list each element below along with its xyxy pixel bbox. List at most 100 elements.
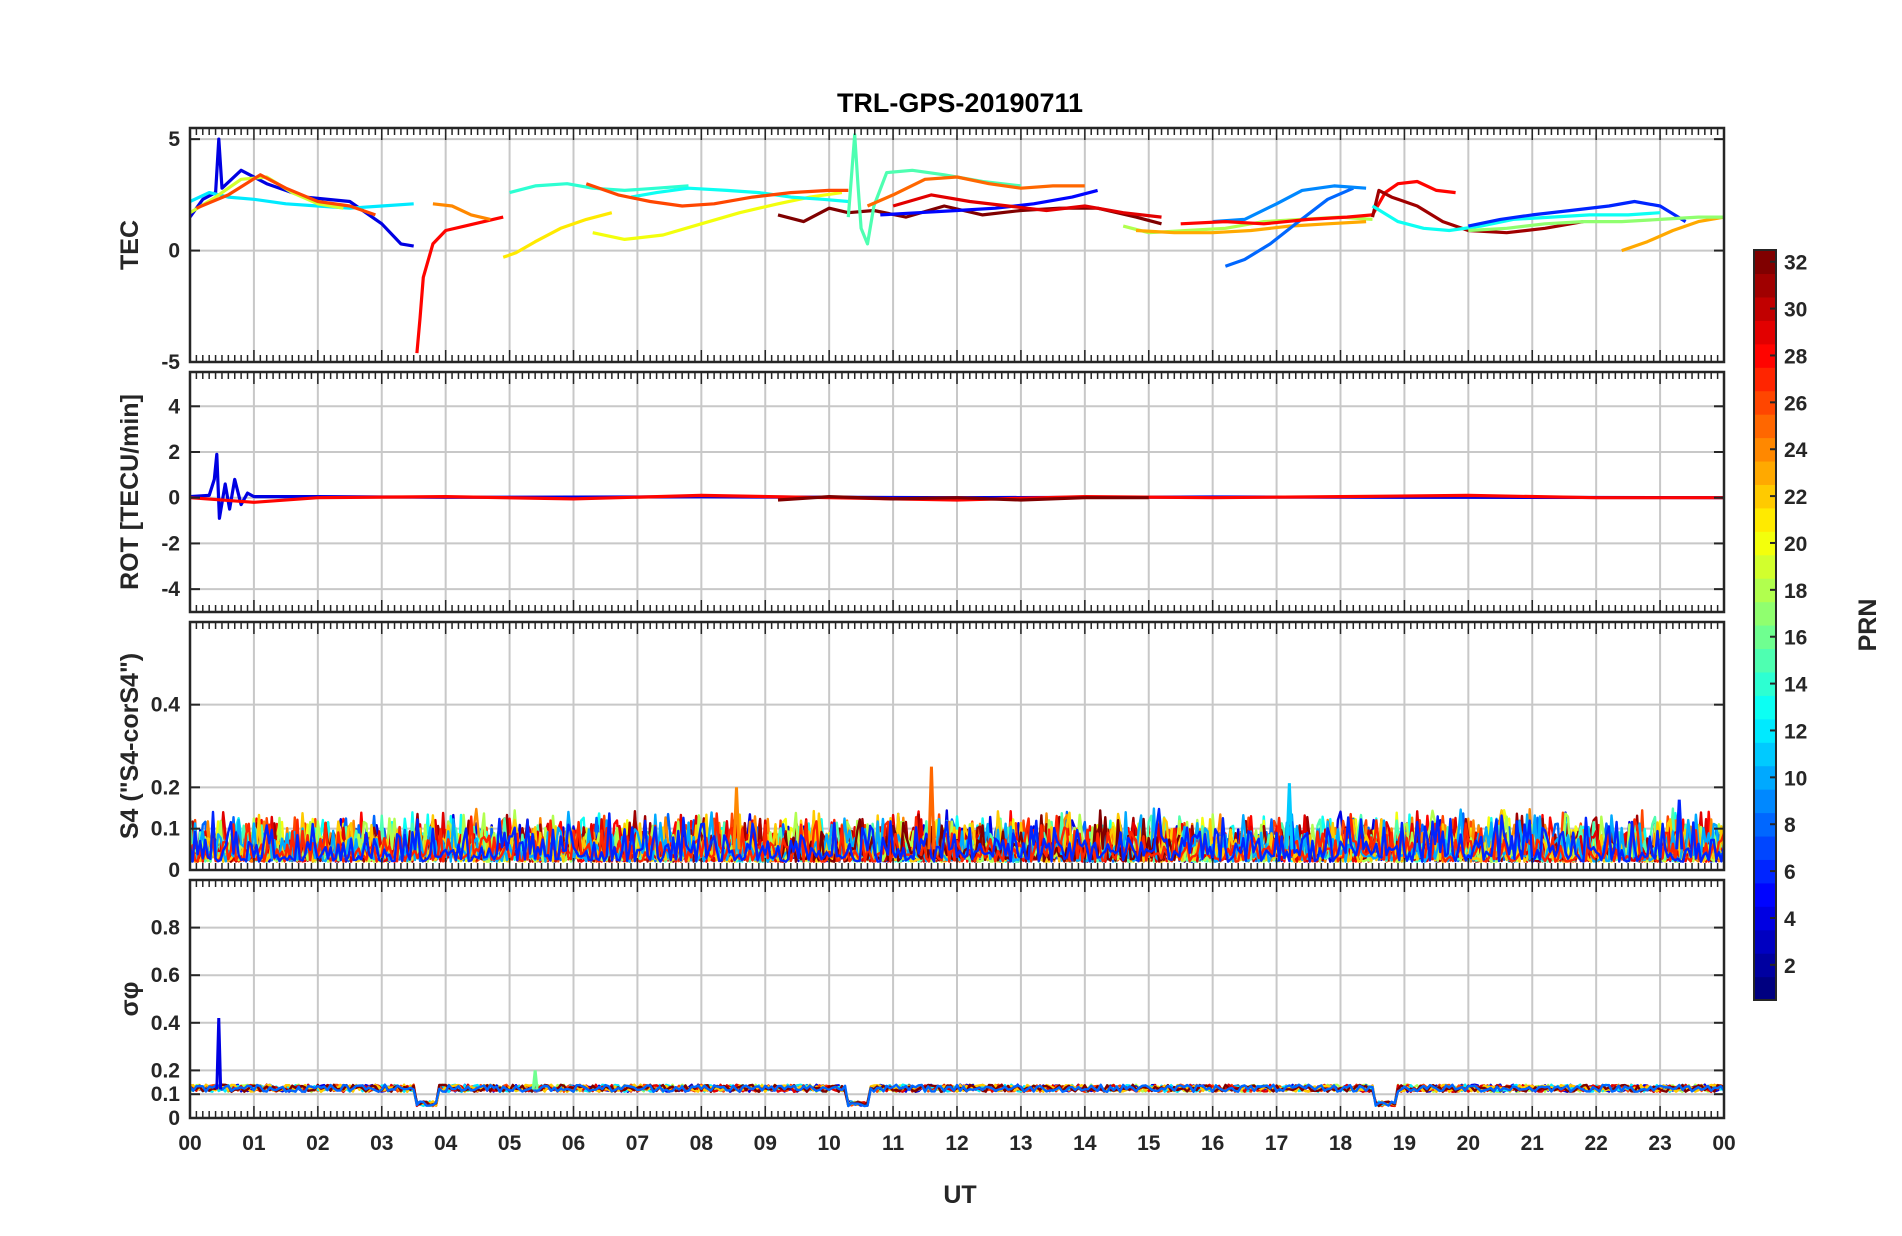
- y-tick-label: 0.1: [151, 1083, 181, 1106]
- y-tick-label: 0: [168, 240, 180, 263]
- series-line-prn-29: [892, 193, 1162, 219]
- colorbar-band: [1754, 367, 1776, 392]
- colorbar-band: [1754, 695, 1776, 720]
- chart-title: TRL-GPS-20190711: [837, 88, 1083, 118]
- colorbar-band: [1754, 296, 1776, 321]
- colorbar-band: [1754, 789, 1776, 814]
- x-tick-label: 13: [1009, 1132, 1032, 1155]
- y-tick-label: 0.4: [151, 1012, 181, 1035]
- y-axis-label: TEC: [116, 220, 144, 270]
- x-tick-label: 06: [562, 1132, 585, 1155]
- colorbar-band: [1754, 390, 1776, 415]
- x-tick-label: 18: [1329, 1132, 1353, 1155]
- x-tick-label: 03: [370, 1132, 393, 1155]
- peak-prn-25: [927, 766, 936, 850]
- x-tick-label: 02: [306, 1132, 329, 1155]
- series-line-prn-26: [585, 182, 849, 208]
- series-line-prn-17: [1468, 215, 1724, 233]
- x-tick-label: 11: [882, 1132, 905, 1155]
- y-tick-label: 0.2: [151, 776, 180, 799]
- y-tick-label: -2: [161, 532, 180, 555]
- series-line-prn-27: [190, 812, 1724, 863]
- y-tick-label: 4: [168, 395, 180, 418]
- y-axis-label: ROT [TECU/min]: [116, 394, 144, 590]
- series-line-prn-25: [866, 175, 1085, 208]
- series-line-prn-32: [777, 495, 1149, 502]
- colorbar-band: [1754, 578, 1776, 603]
- y-tick-label: 0.1: [151, 818, 181, 841]
- y-tick-label: -4: [161, 578, 180, 601]
- y-tick-label: -5: [161, 351, 180, 374]
- colorbar-tick-label: 4: [1784, 908, 1796, 931]
- y-tick-label: 0: [168, 859, 180, 882]
- colorbar-tick-label: 26: [1784, 392, 1807, 415]
- series-line-prn-24: [432, 202, 491, 221]
- series-line-prn-26: [195, 173, 376, 217]
- series-line-prn-13: [630, 186, 849, 204]
- colorbar-band: [1754, 601, 1776, 626]
- x-tick-label: 15: [1137, 1132, 1161, 1155]
- x-tick-label: 19: [1393, 1132, 1416, 1155]
- x-tick-label: 09: [754, 1132, 777, 1155]
- x-tick-label: 00: [1712, 1132, 1735, 1155]
- peak-prn-6: [1675, 799, 1684, 850]
- colorbar-tick-label: 2: [1784, 955, 1796, 978]
- colorbar-band: [1754, 273, 1776, 298]
- series-line-prn-15: [846, 133, 1022, 246]
- panel-1: -5 0 5 TEC: [116, 126, 1726, 374]
- colorbar-tick-label: 18: [1784, 580, 1808, 603]
- series-line-prn-12: [190, 191, 414, 210]
- x-tick-label: 20: [1457, 1132, 1480, 1155]
- colorbar-band: [1754, 929, 1776, 954]
- colorbar-band: [1754, 625, 1776, 650]
- series-line-prn-28: [415, 215, 504, 354]
- colorbar-band: [1754, 531, 1776, 556]
- y-tick-label: 0.6: [151, 964, 180, 987]
- colorbar-band: [1754, 765, 1776, 790]
- x-tick-label: 16: [1201, 1132, 1224, 1155]
- colorbar-band: [1754, 859, 1776, 884]
- series-line-prn-8: [1224, 186, 1354, 268]
- colorbar-band: [1754, 460, 1776, 485]
- series-line-prn-9: [1212, 184, 1367, 224]
- y-tick-label: 0.2: [151, 1059, 180, 1082]
- colorbar-band: [1754, 953, 1776, 978]
- colorbar-tick-label: 10: [1784, 767, 1807, 790]
- x-tick-label: 22: [1584, 1132, 1607, 1155]
- x-tick-label: 23: [1648, 1132, 1671, 1155]
- series-group: [190, 452, 1724, 520]
- x-tick-label: 07: [626, 1132, 649, 1155]
- panel-2: -4 -2 0 2 4 ROT [TECU/min]: [116, 370, 1726, 614]
- x-tick-label: 10: [817, 1132, 840, 1155]
- panel-3: 0 0.1 0.2 0.4 S4 ("S4-corS4"): [116, 620, 1726, 882]
- y-axis-label: S4 ("S4-corS4"): [116, 653, 144, 839]
- series-line-prn-13: [1371, 204, 1661, 233]
- colorbar-band: [1754, 437, 1776, 462]
- series-group: [190, 1017, 1724, 1108]
- x-tick-label: 12: [945, 1132, 968, 1155]
- colorbar-band: [1754, 742, 1776, 767]
- colorbar-band: [1754, 882, 1776, 907]
- peak-prn-4: [215, 1017, 223, 1090]
- colorbar-tick-label: 12: [1784, 720, 1807, 743]
- series-line-prn-6: [190, 807, 1724, 863]
- colorbar-tick-label: 30: [1784, 299, 1807, 322]
- colorbar-tick-label: 8: [1784, 814, 1796, 837]
- colorbar-tick-label: 16: [1784, 627, 1807, 650]
- colorbar-tick-label: 28: [1784, 345, 1808, 368]
- colorbar-tick-label: 20: [1784, 533, 1807, 556]
- x-tick-label: 04: [434, 1132, 458, 1155]
- colorbar-tick-label: 14: [1784, 674, 1808, 697]
- peak-prn-24: [732, 787, 741, 850]
- peak-prn-16: [531, 1070, 539, 1090]
- x-tick-label: 08: [690, 1132, 714, 1155]
- y-axis-label: σφ: [116, 982, 144, 1017]
- colorbar-tick-label: 32: [1784, 252, 1807, 275]
- x-tick-label: 05: [498, 1132, 522, 1155]
- colorbar-band: [1754, 554, 1776, 579]
- x-tick-label: 17: [1265, 1132, 1288, 1155]
- colorbar-band: [1754, 835, 1776, 860]
- x-tick-label: 00: [178, 1132, 201, 1155]
- colorbar-band: [1754, 812, 1776, 837]
